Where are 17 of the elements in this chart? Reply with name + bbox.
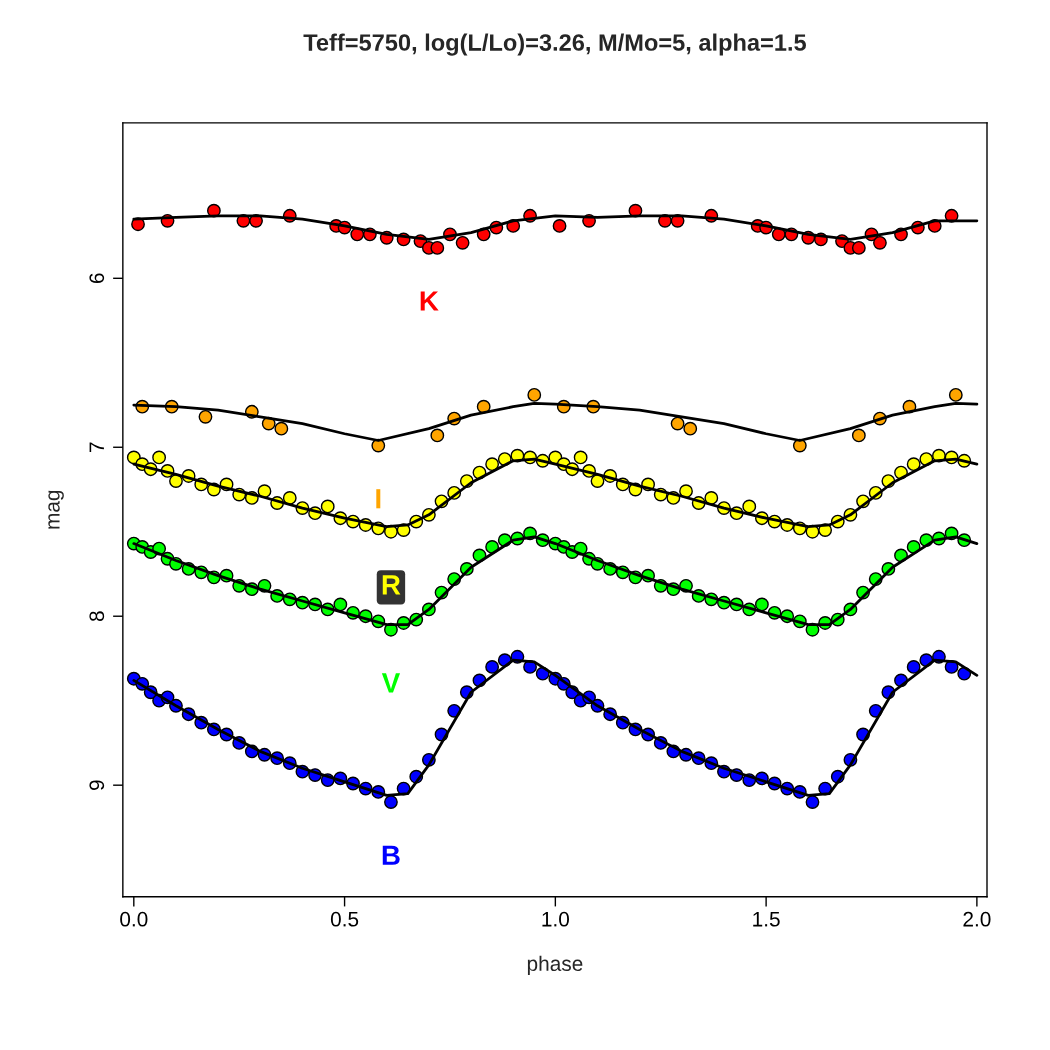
chart-title: Teff=5750, log(L/Lo)=3.26, M/Mo=5, alpha=1.5 (303, 33, 806, 56)
x-tick-label: 0.5 (330, 911, 359, 927)
y-tick-label: 7 (89, 442, 104, 452)
y-tick-label: 6 (89, 273, 105, 284)
series-label: B (382, 845, 400, 865)
x-tick-label: 1.0 (542, 911, 570, 927)
x-tick-label: 0.0 (120, 911, 148, 927)
series-label: V (381, 673, 401, 693)
y-tick-label: 8 (89, 611, 105, 622)
x-axis-title: phase (527, 955, 583, 976)
y-tick-label: 9 (89, 780, 105, 790)
series-label: K (420, 291, 439, 311)
series-label: R (382, 575, 401, 595)
x-tick-label: 2.0 (963, 911, 991, 927)
x-tick-label: 1.5 (753, 912, 780, 927)
y-axis-title: mag (48, 490, 64, 529)
series-label: I (376, 489, 381, 509)
